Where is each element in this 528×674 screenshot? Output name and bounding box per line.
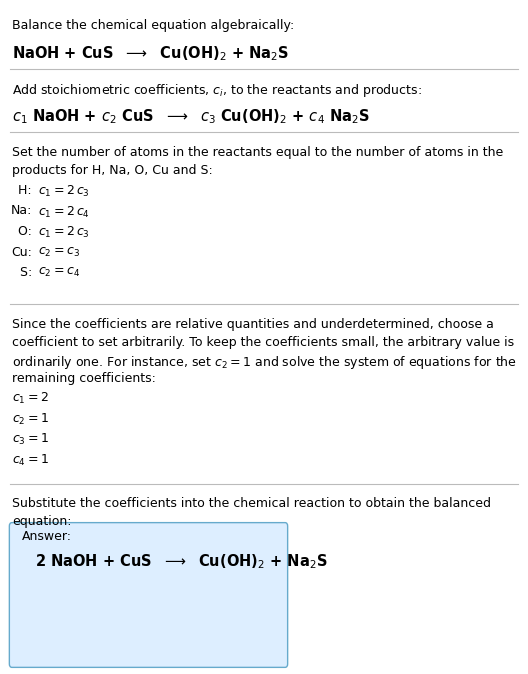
FancyBboxPatch shape bbox=[10, 522, 288, 667]
Text: Since the coefficients are relative quantities and underdetermined, choose a: Since the coefficients are relative quan… bbox=[12, 318, 494, 331]
Text: $c_1 = 2\,c_3$: $c_1 = 2\,c_3$ bbox=[38, 225, 90, 240]
Text: $c_1 = 2\,c_4$: $c_1 = 2\,c_4$ bbox=[38, 204, 90, 220]
Text: Add stoichiometric coefficients, $c_i$, to the reactants and products:: Add stoichiometric coefficients, $c_i$, … bbox=[12, 82, 422, 99]
Text: Balance the chemical equation algebraically:: Balance the chemical equation algebraica… bbox=[12, 19, 294, 32]
Text: remaining coefficients:: remaining coefficients: bbox=[12, 372, 156, 385]
Text: S:: S: bbox=[16, 266, 32, 279]
Text: $c_2 = 1$: $c_2 = 1$ bbox=[12, 412, 49, 427]
Text: H:: H: bbox=[14, 184, 32, 197]
Text: $c_1 = 2\,c_3$: $c_1 = 2\,c_3$ bbox=[38, 184, 90, 199]
Text: Substitute the coefficients into the chemical reaction to obtain the balanced: Substitute the coefficients into the che… bbox=[12, 497, 491, 510]
Text: products for H, Na, O, Cu and S:: products for H, Na, O, Cu and S: bbox=[12, 164, 213, 177]
Text: equation:: equation: bbox=[12, 515, 71, 528]
Text: Set the number of atoms in the reactants equal to the number of atoms in the: Set the number of atoms in the reactants… bbox=[12, 146, 503, 159]
Text: $c_4 = 1$: $c_4 = 1$ bbox=[12, 452, 49, 468]
Text: Cu:: Cu: bbox=[11, 245, 32, 259]
Text: $c_3 = 1$: $c_3 = 1$ bbox=[12, 432, 49, 447]
Text: $c_2 = c_3$: $c_2 = c_3$ bbox=[38, 245, 80, 259]
Text: NaOH + CuS  $\longrightarrow$  Cu(OH)$_2$ + Na$_2$S: NaOH + CuS $\longrightarrow$ Cu(OH)$_2$ … bbox=[12, 44, 289, 63]
Text: coefficient to set arbitrarily. To keep the coefficients small, the arbitrary va: coefficient to set arbitrarily. To keep … bbox=[12, 336, 514, 349]
Text: $c_1$ NaOH + $c_2$ CuS  $\longrightarrow$  $c_3$ Cu(OH)$_2$ + $c_4$ Na$_2$S: $c_1$ NaOH + $c_2$ CuS $\longrightarrow$… bbox=[12, 107, 370, 125]
Text: $c_1 = 2$: $c_1 = 2$ bbox=[12, 391, 49, 406]
Text: Na:: Na: bbox=[11, 204, 32, 218]
Text: $c_2 = c_4$: $c_2 = c_4$ bbox=[38, 266, 80, 279]
Text: 2 NaOH + CuS  $\longrightarrow$  Cu(OH)$_2$ + Na$_2$S: 2 NaOH + CuS $\longrightarrow$ Cu(OH)$_2… bbox=[35, 552, 327, 571]
Text: Answer:: Answer: bbox=[22, 530, 72, 543]
Text: O:: O: bbox=[14, 225, 32, 238]
Text: ordinarily one. For instance, set $c_2 = 1$ and solve the system of equations fo: ordinarily one. For instance, set $c_2 =… bbox=[12, 354, 517, 371]
